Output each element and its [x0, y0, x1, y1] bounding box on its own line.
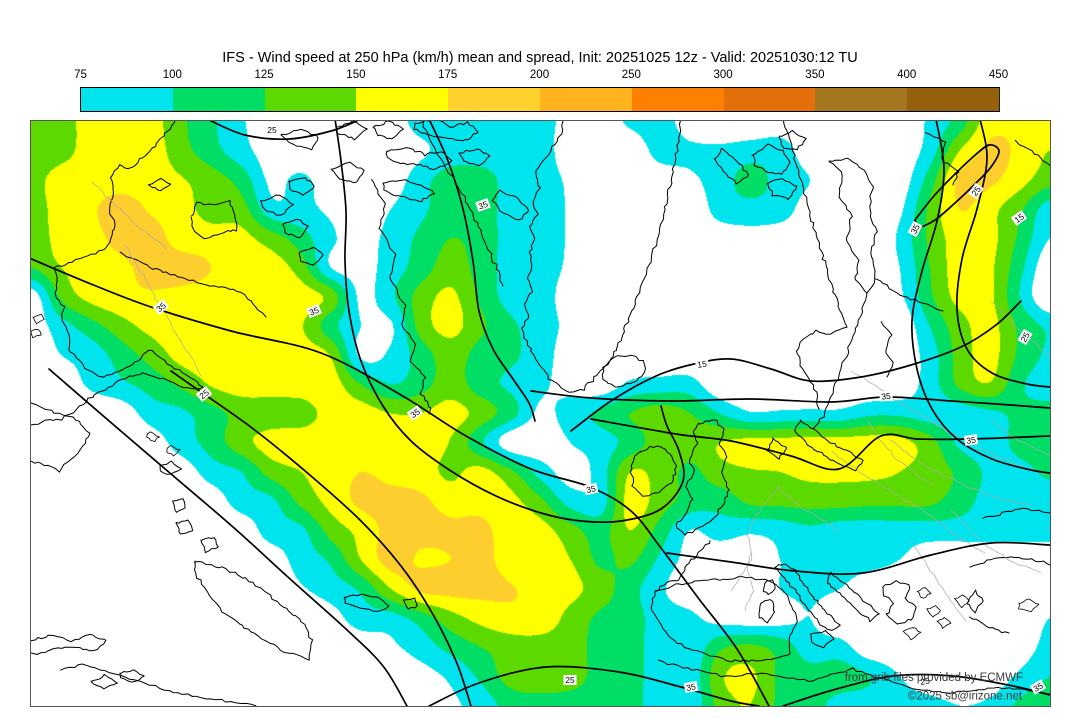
svg-text:25: 25 — [565, 675, 575, 685]
svg-text:35: 35 — [881, 391, 892, 402]
svg-text:35: 35 — [966, 435, 977, 446]
svg-text:35: 35 — [308, 305, 321, 318]
svg-text:25: 25 — [1018, 330, 1032, 343]
svg-text:©2025 sb@irizone.net: ©2025 sb@irizone.net — [908, 691, 1023, 703]
svg-text:15: 15 — [1012, 211, 1026, 225]
svg-text:35: 35 — [686, 681, 697, 693]
svg-text:35: 35 — [408, 406, 422, 420]
svg-text:25: 25 — [267, 125, 277, 135]
svg-text:35: 35 — [1032, 680, 1045, 694]
svg-text:from grib files provided by EC: from grib files provided by ECMWF — [845, 672, 1023, 684]
svg-text:35: 35 — [477, 199, 490, 212]
svg-text:15: 15 — [697, 359, 708, 370]
svg-text:25: 25 — [920, 676, 931, 687]
svg-text:35: 35 — [909, 222, 922, 235]
svg-text:35: 35 — [585, 483, 597, 495]
